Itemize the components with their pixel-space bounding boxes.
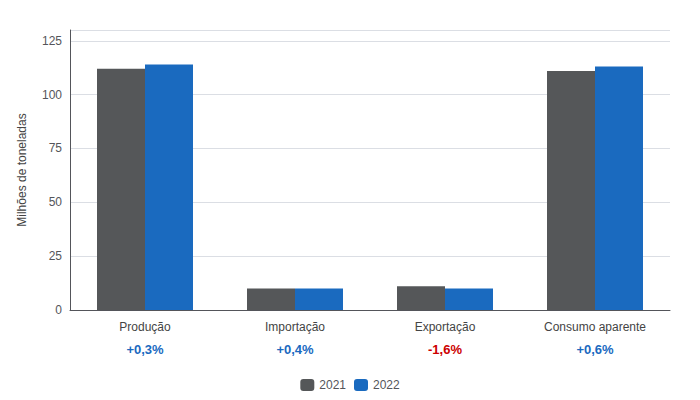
svg-text:Produção: Produção — [119, 320, 171, 334]
svg-text:0: 0 — [55, 303, 62, 317]
svg-text:25: 25 — [49, 249, 63, 263]
svg-text:Exportação: Exportação — [415, 320, 476, 334]
svg-text:Consumo aparente: Consumo aparente — [544, 320, 646, 334]
svg-text:-1,6%: -1,6% — [428, 342, 462, 357]
svg-text:50: 50 — [49, 195, 63, 209]
svg-text:+0,4%: +0,4% — [276, 342, 314, 357]
svg-text:+0,3%: +0,3% — [126, 342, 164, 357]
svg-text:125: 125 — [42, 34, 62, 48]
svg-text:Milhões de toneladas: Milhões de toneladas — [15, 113, 29, 226]
svg-text:2021: 2021 — [319, 378, 346, 392]
svg-text:100: 100 — [42, 88, 62, 102]
svg-text:75: 75 — [49, 141, 63, 155]
svg-text:Importação: Importação — [265, 320, 325, 334]
svg-text:+0,6%: +0,6% — [576, 342, 614, 357]
svg-text:2022: 2022 — [373, 378, 400, 392]
